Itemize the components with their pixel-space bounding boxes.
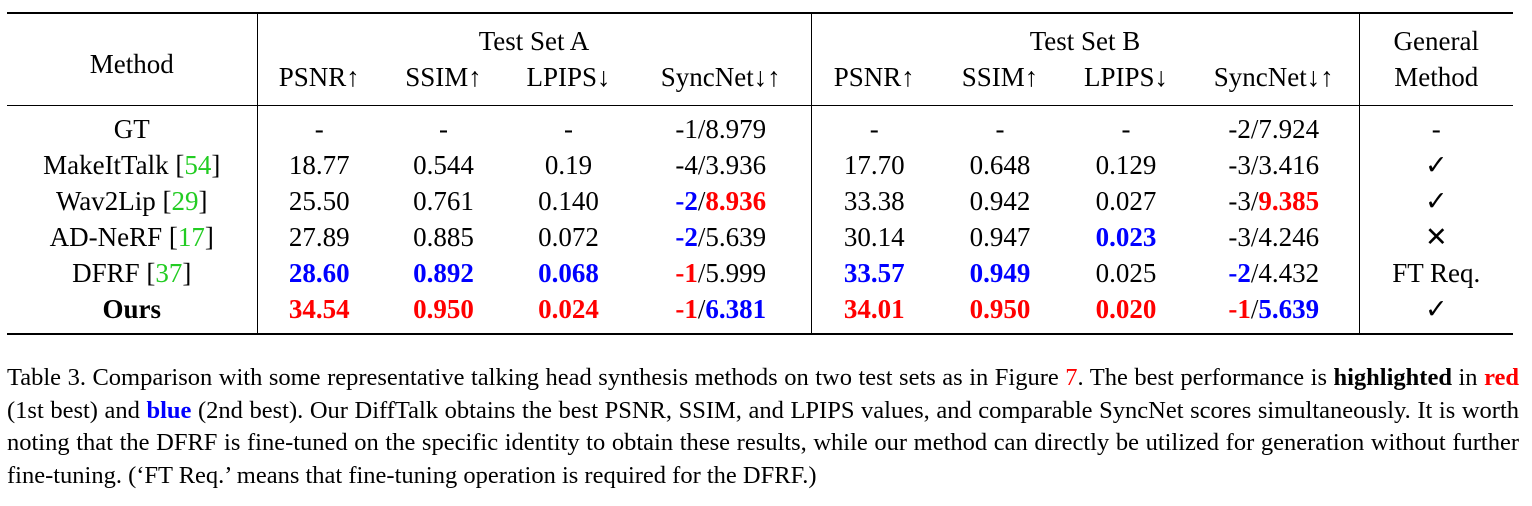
method-name: Wav2Lip [29] [55,186,208,216]
cell-b-ssim: 0.950 [969,294,1031,324]
cell-a-psnr: 34.54 [256,291,381,334]
cell-b-lpips: 0.025 [1095,258,1157,288]
cell-a-syncnet: -2/8.936 [675,186,767,216]
cell-b-lpips: 0.023 [1095,222,1157,252]
results-table: Method Test Set A Test Set B General PSN… [7,12,1513,336]
cell-general: - [1358,106,1513,147]
table-caption: Table 3. Comparison with some representa… [7,364,1520,489]
cell-a-ssim: - [439,114,448,144]
cell-b-lpips: 0.020 [1095,294,1157,324]
metric-header-a-syncnet: SyncNet↓↑ [660,62,781,92]
results-table-container: Method Test Set A Test Set B General PSN… [7,12,1513,336]
cell-a-syncnet: -1/8.979 [675,114,767,144]
citation-link[interactable]: 54 [184,150,212,180]
cell-b-syncnet: -1/5.639 [1228,294,1320,324]
table-row: AD-NeRF [17] 27.89 0.885 0.072 -2/5.639 … [7,219,1513,255]
cell-b-psnr: 17.70 [810,147,937,183]
check-icon: ✓ [1358,147,1513,183]
method-name: Ours [102,294,161,324]
cell-a-ssim: 0.892 [413,258,474,288]
cell-b-psnr: 33.38 [810,183,937,219]
method-name: GT [113,114,150,144]
metric-header-b-syncnet: SyncNet↓↑ [1213,62,1334,92]
method-header: Method [89,49,174,79]
general-method-header-line1: General [1358,14,1513,59]
table-row: DFRF [37] 28.60 0.892 0.068 -1/5.999 33.… [7,255,1513,291]
method-name: AD-NeRF [17] [49,222,214,252]
cell-a-lpips: 0.024 [538,294,599,324]
cell-a-syncnet: -1/6.381 [675,294,767,324]
table-row: Ours 34.54 0.950 0.024 -1/6.381 34.01 0.… [7,291,1513,334]
cell-a-ssim: 0.885 [413,222,474,252]
cell-a-lpips: 0.19 [544,150,593,180]
cell-a-psnr: 27.89 [256,219,381,255]
cell-b-syncnet: -3/3.416 [1228,150,1320,180]
cell-a-lpips: 0.068 [538,258,599,288]
cell-a-psnr: 28.60 [256,255,381,291]
general-method-header-line2: Method [1358,59,1513,106]
metric-header-a-ssim: SSIM↑ [405,62,482,92]
cell-b-lpips: - [1121,114,1131,144]
cell-b-lpips: 0.129 [1095,150,1157,180]
metric-header-b-lpips: LPIPS↓ [1083,62,1169,92]
cell-b-syncnet: -3/9.385 [1228,186,1320,216]
cell-a-lpips: 0.140 [538,186,599,216]
metric-header-a-psnr: PSNR↑ [256,59,381,106]
cell-a-syncnet: -2/5.639 [675,222,767,252]
test-set-b-header: Test Set B [810,14,1359,59]
metric-header-b-ssim: SSIM↑ [961,62,1039,92]
table-row: GT - - - -1/8.979 - - - -2/7.924 - [7,106,1513,147]
test-set-a-header: Test Set A [256,14,811,59]
cell-b-syncnet: -2/4.432 [1228,258,1320,288]
cell-b-lpips: 0.027 [1095,186,1157,216]
cell-a-lpips: 0.072 [538,222,599,252]
cross-icon: ✕ [1358,219,1513,255]
cell-b-ssim: 0.648 [969,150,1031,180]
table-row: Wav2Lip [29] 25.50 0.761 0.140 -2/8.936 … [7,183,1513,219]
cell-b-psnr: - [810,106,937,147]
method-name: DFRF [37] [72,258,192,288]
citation-link[interactable]: 29 [171,186,199,216]
table-row: MakeItTalk [54] 18.77 0.544 0.19 -4/3.93… [7,147,1513,183]
cell-b-syncnet: -3/4.246 [1228,222,1320,252]
cell-a-ssim: 0.544 [413,150,474,180]
citation-link[interactable]: 37 [155,258,183,288]
cell-b-ssim: - [995,114,1005,144]
cell-a-psnr: - [256,106,381,147]
cell-a-lpips: - [564,114,573,144]
cell-a-ssim: 0.950 [413,294,474,324]
cell-a-syncnet: -4/3.936 [675,150,767,180]
cell-b-psnr: 30.14 [810,219,937,255]
cell-a-syncnet: -1/5.999 [675,258,767,288]
check-icon: ✓ [1358,183,1513,219]
cell-b-ssim: 0.947 [969,222,1031,252]
cell-a-psnr: 25.50 [256,183,381,219]
cell-general: FT Req. [1358,255,1513,291]
cell-b-syncnet: -2/7.924 [1228,114,1320,144]
figure-reference-link[interactable]: 7 [1065,364,1078,391]
metric-header-b-psnr: PSNR↑ [810,59,937,106]
cell-b-ssim: 0.949 [969,258,1031,288]
cell-a-ssim: 0.761 [413,186,474,216]
cell-b-psnr: 33.57 [810,255,937,291]
cell-a-psnr: 18.77 [256,147,381,183]
metric-header-a-lpips: LPIPS↓ [526,62,611,92]
cell-b-psnr: 34.01 [810,291,937,334]
cell-b-ssim: 0.942 [969,186,1031,216]
citation-link[interactable]: 17 [177,222,205,252]
method-name: MakeItTalk [54] [43,150,221,180]
check-icon: ✓ [1358,291,1513,334]
